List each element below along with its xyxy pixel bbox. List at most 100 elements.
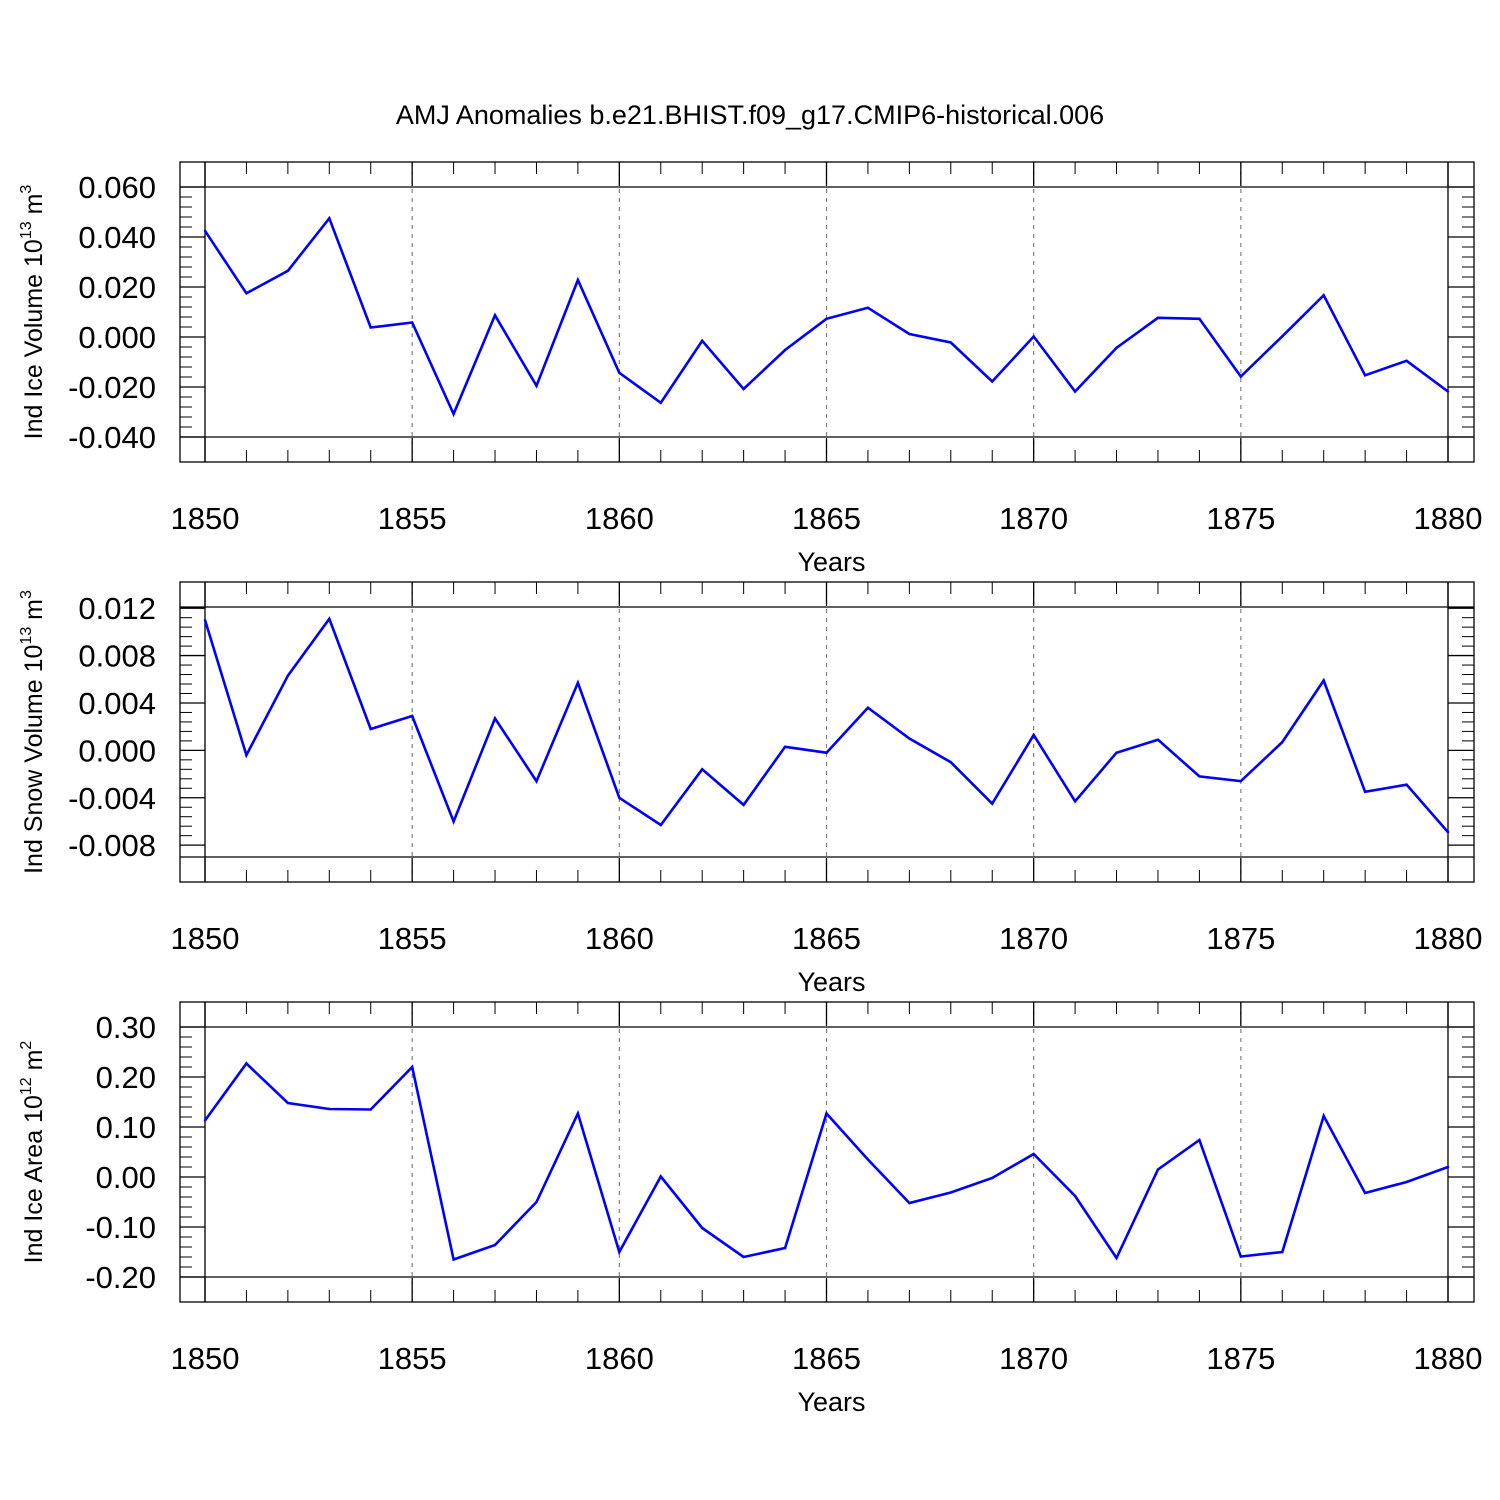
data-point	[825, 751, 828, 754]
y-axis-label-part: 13	[18, 221, 35, 239]
data-point	[1239, 375, 1243, 378]
data-point	[742, 803, 745, 807]
data-point	[452, 1258, 455, 1261]
data-point	[701, 339, 704, 342]
x-tick-label: 1865	[792, 1341, 861, 1376]
y-tick-label: 0.040	[78, 220, 156, 255]
data-point	[1405, 783, 1408, 786]
y-tick-label: -0.008	[68, 828, 156, 863]
x-tick-label: 1850	[171, 921, 240, 956]
data-point	[535, 384, 538, 387]
y-tick-label: 0.000	[78, 733, 156, 768]
data-point	[1198, 1138, 1201, 1142]
y-tick-label: -0.020	[68, 370, 156, 405]
x-axis-label: Years	[797, 967, 865, 997]
data-point	[286, 1101, 290, 1105]
data-point	[825, 1112, 828, 1115]
y-tick-label: -0.20	[85, 1260, 156, 1295]
data-point	[493, 717, 497, 720]
data-point	[576, 681, 580, 685]
x-tick-label: 1865	[792, 501, 861, 536]
data-point	[328, 617, 331, 621]
data-point	[908, 737, 911, 740]
data-point	[493, 1243, 497, 1247]
data-point	[328, 1107, 331, 1111]
data-point	[1446, 1165, 1450, 1169]
data-point	[618, 796, 621, 799]
data-point	[659, 1175, 662, 1178]
data-point	[1363, 1191, 1367, 1195]
panel-3: 1850 1855 1860 1865 1870 1875 1880 -0.20 -0.10 0.…	[18, 1001, 1483, 1417]
data-point	[1115, 1256, 1118, 1260]
y-axis-label-part: m	[20, 194, 48, 222]
x-tick-label: 1870	[999, 1341, 1068, 1376]
y-axis-label: Ind Ice Volume 1013 m3	[18, 185, 48, 440]
y-axis-label: Ind Snow Volume 1013 m3	[18, 590, 48, 874]
data-point	[576, 278, 580, 282]
x-axis-label: Years	[797, 547, 865, 577]
data-point	[1405, 1180, 1408, 1184]
y-tick-label: -0.040	[68, 420, 156, 455]
y-tick-label: 0.30	[96, 1010, 156, 1045]
data-point	[866, 706, 870, 709]
data-point	[1322, 294, 1325, 297]
data-point	[1115, 751, 1118, 754]
y-tick-label: 0.20	[96, 1060, 156, 1095]
data-point	[1281, 335, 1284, 338]
y-axis-label-part: Ind Ice Area 10	[20, 1095, 48, 1263]
data-point	[1073, 800, 1077, 803]
data-point	[1281, 740, 1284, 744]
data-point	[328, 217, 331, 220]
data-point	[742, 387, 745, 391]
data-point	[1198, 775, 1201, 778]
data-point	[1363, 374, 1367, 377]
data-point	[1156, 316, 1160, 319]
y-tick-label: 0.004	[78, 686, 156, 721]
data-point	[410, 321, 414, 324]
x-tick-label: 1865	[792, 921, 861, 956]
x-tick-label: 1870	[999, 921, 1068, 956]
data-point	[245, 1062, 248, 1065]
data-point	[659, 823, 662, 827]
data-point	[991, 802, 994, 805]
y-tick-label: 0.00	[96, 1160, 156, 1195]
y-tick-label: 0.012	[78, 591, 156, 626]
data-point	[949, 761, 952, 764]
y-tick-label: 0.020	[78, 270, 156, 305]
data-point	[1032, 733, 1035, 737]
data-point	[1322, 679, 1325, 682]
data-point	[535, 779, 538, 783]
data-point	[410, 1065, 414, 1069]
data-point	[866, 1158, 870, 1161]
panel-1: 1850 1855 1860 1865 1870 1875 1880 -0.040 -0.020…	[18, 161, 1482, 577]
x-tick-label: 1875	[1206, 1341, 1275, 1376]
data-point	[701, 1226, 704, 1230]
data-point	[1446, 830, 1450, 834]
data-point	[1073, 1194, 1077, 1198]
x-tick-label: 1880	[1414, 1341, 1483, 1376]
data-point	[452, 412, 455, 416]
x-tick-label: 1875	[1206, 921, 1275, 956]
data-point	[369, 727, 372, 731]
chart-panels: 1850 1855 1860 1865 1870 1875 1880 -0.040 -0.020…	[18, 161, 1483, 1417]
data-point	[908, 332, 911, 336]
y-tick-label: -0.004	[68, 781, 156, 816]
data-point	[1032, 335, 1035, 338]
data-point	[1032, 1152, 1035, 1156]
data-point	[949, 1191, 952, 1194]
data-point	[742, 1255, 745, 1259]
data-point	[991, 380, 994, 383]
data-point	[1198, 317, 1201, 320]
data-point	[783, 1246, 787, 1250]
data-point	[618, 371, 621, 374]
x-tick-label: 1855	[378, 1341, 447, 1376]
y-axis-label-part: 3	[18, 185, 35, 194]
data-point	[866, 306, 870, 309]
y-axis-label-part: m	[20, 1050, 48, 1078]
data-point	[369, 1108, 372, 1111]
y-axis-label-part: 13	[18, 627, 35, 645]
data-point	[949, 341, 952, 344]
data-point	[203, 618, 207, 622]
x-tick-label: 1860	[585, 1341, 654, 1376]
